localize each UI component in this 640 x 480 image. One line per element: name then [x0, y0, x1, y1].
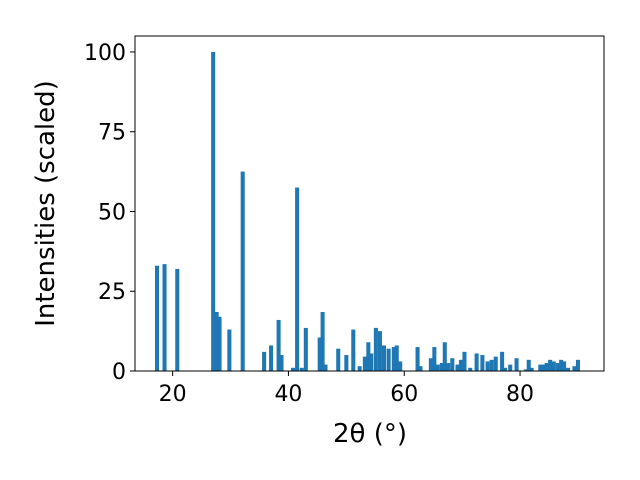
bar: [415, 347, 420, 371]
bar: [369, 353, 374, 371]
bar: [474, 353, 479, 371]
bar: [362, 356, 367, 371]
bar: [276, 319, 281, 371]
bar: [279, 355, 284, 371]
bar: [336, 348, 341, 371]
bar: [154, 265, 160, 371]
ticks-group: 20 40 60 80 0 25 50 75 100: [84, 41, 534, 407]
bar: [493, 356, 498, 371]
bar: [217, 316, 222, 371]
y-tick-label: 75: [98, 121, 126, 146]
bar: [442, 342, 447, 371]
bar: [458, 359, 464, 371]
y-tick-label: 0: [112, 360, 126, 385]
bar: [240, 171, 245, 371]
x-tick-label: 60: [390, 382, 418, 407]
bar: [391, 347, 396, 371]
bar: [227, 329, 232, 371]
bar: [291, 367, 296, 371]
bar: [418, 366, 423, 371]
bar: [386, 348, 391, 371]
bar: [562, 361, 567, 371]
bar: [366, 342, 371, 371]
bar: [295, 187, 300, 371]
y-tick-label: 50: [98, 200, 126, 225]
bar: [357, 366, 362, 371]
bar: [523, 369, 528, 371]
bars-group: [154, 51, 580, 371]
bar: [529, 367, 534, 371]
x-tick-label: 40: [274, 382, 302, 407]
y-axis-label: Intensities (scaled): [31, 80, 61, 327]
y-tick-label: 100: [84, 41, 126, 66]
bar: [162, 264, 167, 371]
bar: [428, 358, 433, 371]
bar: [489, 359, 494, 371]
bar: [262, 351, 267, 371]
bar: [394, 345, 399, 371]
bar: [320, 311, 325, 371]
bar: [559, 359, 564, 371]
bar: [526, 359, 531, 371]
plot-background: [135, 36, 604, 371]
bar: [214, 311, 219, 371]
bar: [544, 363, 549, 371]
x-axis-label: 2θ (°): [333, 419, 407, 449]
bar: [398, 361, 403, 371]
bar: [514, 358, 519, 371]
bar: [455, 364, 460, 371]
bar: [303, 327, 308, 371]
bar: [351, 329, 356, 371]
bar: [480, 355, 485, 371]
y-tick-label: 25: [98, 280, 126, 305]
bar: [450, 358, 455, 371]
bar: [468, 367, 473, 371]
bar: [439, 363, 444, 371]
bar: [462, 351, 467, 371]
bar: [211, 51, 216, 371]
bar: [502, 367, 508, 371]
bar: [323, 364, 328, 371]
bar: [572, 366, 577, 371]
plot-frame: [134, 35, 605, 372]
bar: [269, 345, 274, 371]
bar: [432, 347, 437, 371]
bar: [373, 327, 378, 371]
bar: [175, 268, 180, 371]
bar: [500, 351, 505, 371]
bar: [446, 363, 451, 371]
bar: [566, 367, 571, 371]
bar: [575, 359, 580, 371]
x-tick-label: 20: [159, 382, 187, 407]
x-tick-label: 80: [506, 382, 534, 407]
bar: [548, 359, 553, 371]
bar: [541, 364, 546, 371]
bar: [538, 364, 543, 371]
bar: [381, 345, 387, 371]
bar: [555, 363, 560, 371]
bar: [551, 361, 556, 371]
bar: [317, 337, 322, 371]
bar: [485, 361, 490, 371]
bar: [299, 367, 304, 371]
bar: [508, 364, 513, 371]
bar: [377, 331, 382, 371]
bar: [344, 355, 349, 371]
bar: [435, 364, 440, 371]
